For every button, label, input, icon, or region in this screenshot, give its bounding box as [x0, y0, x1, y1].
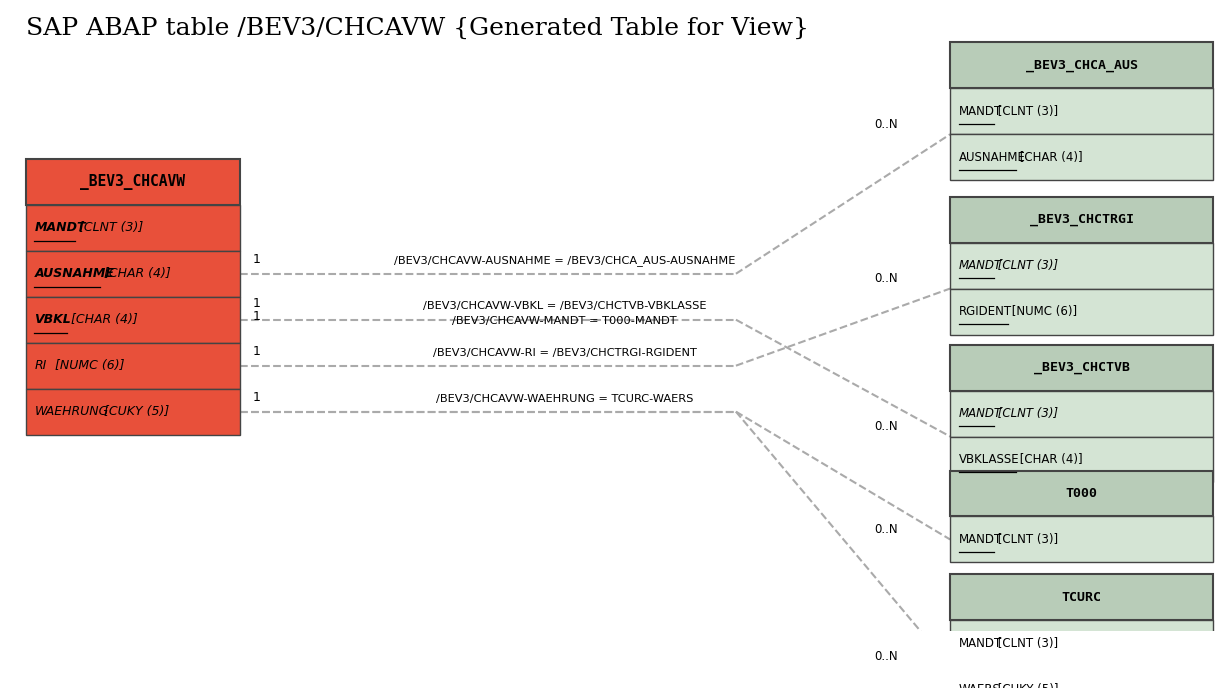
Text: [CLNT (3)]: [CLNT (3)] — [994, 407, 1059, 420]
Text: [NUMC (6)]: [NUMC (6)] — [50, 359, 124, 372]
Text: 0..N: 0..N — [875, 118, 898, 131]
FancyBboxPatch shape — [950, 667, 1214, 688]
Text: 0..N: 0..N — [875, 524, 898, 537]
Text: 1: 1 — [253, 310, 260, 323]
Text: MANDT: MANDT — [34, 222, 86, 235]
Text: [CHAR (4)]: [CHAR (4)] — [1016, 151, 1082, 164]
Text: 1: 1 — [253, 297, 260, 310]
Text: [CLNT (3)]: [CLNT (3)] — [994, 637, 1059, 650]
FancyBboxPatch shape — [950, 134, 1214, 180]
FancyBboxPatch shape — [950, 288, 1214, 334]
Text: T000: T000 — [1066, 487, 1098, 500]
Text: MANDT: MANDT — [958, 105, 1002, 118]
FancyBboxPatch shape — [950, 345, 1214, 391]
Text: [CLNT (3)]: [CLNT (3)] — [994, 533, 1059, 546]
Text: WAEHRUNG: WAEHRUNG — [34, 405, 109, 418]
FancyBboxPatch shape — [26, 250, 240, 297]
Text: VBKL: VBKL — [34, 313, 71, 326]
Text: RGIDENT: RGIDENT — [958, 305, 1012, 318]
Text: _BEV3_CHCAVW: _BEV3_CHCAVW — [81, 174, 185, 190]
FancyBboxPatch shape — [26, 343, 240, 389]
FancyBboxPatch shape — [950, 88, 1214, 134]
Text: /BEV3/CHCAVW-AUSNAHME = /BEV3/CHCA_AUS-AUSNAHME: /BEV3/CHCAVW-AUSNAHME = /BEV3/CHCA_AUS-A… — [394, 255, 735, 266]
FancyBboxPatch shape — [950, 436, 1214, 482]
FancyBboxPatch shape — [950, 197, 1214, 243]
FancyBboxPatch shape — [26, 205, 240, 250]
Text: /BEV3/CHCAVW-WAEHRUNG = TCURC-WAERS: /BEV3/CHCAVW-WAEHRUNG = TCURC-WAERS — [436, 394, 693, 404]
FancyBboxPatch shape — [950, 391, 1214, 436]
Text: _BEV3_CHCA_AUS: _BEV3_CHCA_AUS — [1026, 58, 1137, 72]
Text: MANDT: MANDT — [958, 259, 1001, 272]
Text: [CHAR (4)]: [CHAR (4)] — [1016, 453, 1082, 466]
Text: TCURC: TCURC — [1061, 591, 1102, 604]
Text: AUSNAHME: AUSNAHME — [958, 151, 1026, 164]
Text: [CLNT (3)]: [CLNT (3)] — [994, 259, 1059, 272]
Text: [CLNT (3)]: [CLNT (3)] — [75, 222, 144, 235]
Text: 0..N: 0..N — [875, 420, 898, 433]
Text: RI: RI — [34, 359, 47, 372]
Text: SAP ABAP table /BEV3/CHCAVW {Generated Table for View}: SAP ABAP table /BEV3/CHCAVW {Generated T… — [26, 17, 809, 40]
Text: MANDT: MANDT — [958, 637, 1002, 650]
FancyBboxPatch shape — [950, 243, 1214, 288]
FancyBboxPatch shape — [950, 43, 1214, 88]
FancyBboxPatch shape — [950, 471, 1214, 517]
Text: MANDT: MANDT — [958, 407, 1001, 420]
Text: WAERS: WAERS — [958, 683, 1000, 688]
Text: [CLNT (3)]: [CLNT (3)] — [994, 105, 1059, 118]
Text: 1: 1 — [253, 345, 260, 358]
Text: [CUKY (5)]: [CUKY (5)] — [101, 405, 169, 418]
Text: 0..N: 0..N — [875, 650, 898, 663]
Text: /BEV3/CHCAVW-VBKL = /BEV3/CHCTVB-VBKLASSE: /BEV3/CHCAVW-VBKL = /BEV3/CHCTVB-VBKLASS… — [423, 301, 707, 311]
Text: 0..N: 0..N — [875, 272, 898, 286]
Text: AUSNAHME: AUSNAHME — [34, 267, 114, 280]
Text: 1: 1 — [253, 253, 260, 266]
FancyBboxPatch shape — [26, 159, 240, 205]
Text: /BEV3/CHCAVW-RI = /BEV3/CHCTRGI-RGIDENT: /BEV3/CHCAVW-RI = /BEV3/CHCTRGI-RGIDENT — [433, 348, 697, 358]
Text: _BEV3_CHCTVB: _BEV3_CHCTVB — [1034, 361, 1130, 374]
Text: VBKLASSE: VBKLASSE — [958, 453, 1020, 466]
FancyBboxPatch shape — [26, 297, 240, 343]
Text: [CUKY (5)]: [CUKY (5)] — [994, 683, 1059, 688]
Text: [CHAR (4)]: [CHAR (4)] — [67, 313, 137, 326]
Text: _BEV3_CHCTRGI: _BEV3_CHCTRGI — [1029, 213, 1134, 226]
FancyBboxPatch shape — [950, 621, 1214, 667]
Text: [NUMC (6)]: [NUMC (6)] — [1009, 305, 1077, 318]
Text: MANDT: MANDT — [958, 533, 1002, 546]
FancyBboxPatch shape — [950, 517, 1214, 563]
FancyBboxPatch shape — [950, 574, 1214, 621]
Text: [CHAR (4)]: [CHAR (4)] — [101, 267, 171, 280]
Text: /BEV3/CHCAVW-MANDT = T000-MANDT: /BEV3/CHCAVW-MANDT = T000-MANDT — [453, 316, 677, 326]
Text: 1: 1 — [253, 391, 260, 404]
FancyBboxPatch shape — [26, 389, 240, 435]
